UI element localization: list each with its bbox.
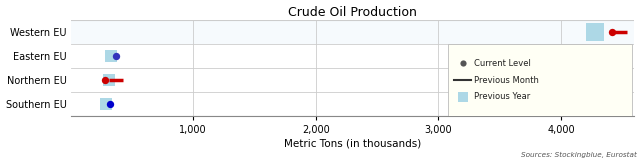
Text: Previous Year: Previous Year <box>474 92 530 101</box>
Point <box>105 103 115 105</box>
Text: Sources: Stockingblue, Eurostat: Sources: Stockingblue, Eurostat <box>521 152 637 158</box>
Point <box>104 79 114 81</box>
Point <box>106 55 116 57</box>
Text: Current Level: Current Level <box>474 59 531 68</box>
Bar <box>70 20 634 44</box>
Point <box>458 62 468 64</box>
X-axis label: Metric Tons (in thousands): Metric Tons (in thousands) <box>284 138 421 148</box>
Text: Previous Month: Previous Month <box>474 76 539 84</box>
FancyBboxPatch shape <box>448 44 632 116</box>
Point <box>590 31 600 33</box>
Point <box>458 96 468 98</box>
Point <box>111 55 121 57</box>
Title: Crude Oil Production: Crude Oil Production <box>288 6 417 19</box>
Point <box>607 31 618 33</box>
Point <box>101 103 111 105</box>
Point <box>100 79 110 81</box>
